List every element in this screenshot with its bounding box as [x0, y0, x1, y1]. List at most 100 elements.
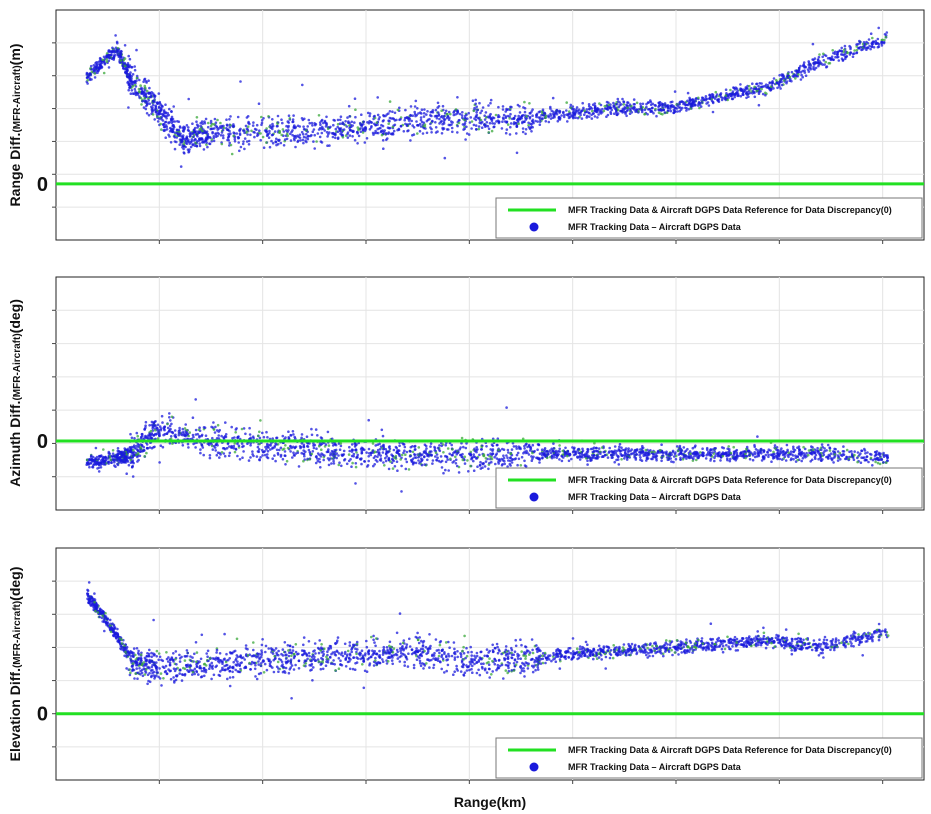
data-point	[863, 42, 866, 46]
data-point	[311, 450, 315, 453]
data-point	[823, 449, 826, 453]
data-point	[592, 453, 596, 457]
data-point	[727, 96, 730, 99]
data-point	[747, 95, 750, 98]
data-point	[711, 451, 714, 454]
data-point	[581, 449, 585, 453]
data-point	[90, 70, 94, 74]
data-point	[440, 119, 443, 123]
data-point	[232, 134, 235, 137]
data-point	[112, 458, 116, 461]
data-point	[688, 450, 692, 453]
data-point	[419, 111, 422, 114]
data-point	[322, 458, 326, 462]
data-point	[763, 84, 766, 88]
data-point	[89, 455, 93, 459]
data-point	[184, 423, 187, 426]
data-point	[691, 104, 694, 108]
data-point	[812, 61, 816, 64]
data-point	[257, 448, 261, 451]
data-point	[182, 151, 186, 154]
data-point	[189, 133, 193, 136]
data-point	[396, 108, 400, 112]
data-point	[726, 98, 729, 102]
data-point	[134, 93, 138, 97]
data-point	[456, 110, 459, 113]
data-point	[526, 445, 529, 449]
data-point	[836, 53, 839, 56]
data-point	[457, 471, 461, 474]
data-point	[388, 100, 392, 103]
data-point	[855, 45, 858, 48]
data-point	[652, 111, 655, 115]
data-point	[663, 102, 667, 105]
data-point	[211, 436, 214, 440]
data-point	[168, 416, 171, 419]
data-point	[708, 97, 712, 100]
data-point	[391, 125, 395, 129]
data-point	[425, 131, 429, 135]
data-point	[442, 471, 445, 475]
data-point	[178, 428, 181, 432]
data-point	[265, 130, 268, 133]
data-point	[467, 470, 470, 473]
data-point	[392, 129, 396, 133]
data-point	[284, 444, 287, 447]
data-point	[139, 84, 142, 87]
data-point	[673, 90, 677, 93]
data-point	[225, 118, 228, 121]
data-point	[546, 452, 550, 456]
data-point	[661, 454, 665, 457]
data-point	[111, 449, 115, 452]
data-point	[551, 96, 555, 100]
data-point	[391, 467, 395, 470]
data-point	[543, 447, 547, 450]
data-point	[310, 133, 313, 137]
data-point	[399, 125, 403, 128]
data-point	[158, 110, 161, 113]
data-point	[94, 446, 98, 450]
data-point	[346, 132, 349, 136]
data-point	[831, 457, 834, 460]
data-point	[480, 120, 484, 124]
data-point	[465, 113, 468, 117]
data-point	[704, 95, 708, 98]
data-point	[748, 88, 751, 91]
data-point	[522, 106, 525, 109]
data-point	[739, 94, 743, 98]
data-point	[95, 63, 98, 67]
data-point	[785, 81, 788, 85]
data-point	[261, 431, 264, 435]
data-point	[842, 53, 846, 57]
data-point	[406, 117, 410, 120]
data-point	[143, 77, 147, 81]
data-point	[259, 419, 262, 422]
data-point	[284, 463, 287, 466]
data-point	[797, 445, 801, 449]
data-point	[789, 450, 793, 454]
data-point	[361, 131, 365, 134]
data-point	[756, 435, 759, 438]
data-point	[635, 448, 639, 451]
data-point	[550, 109, 553, 113]
data-point	[501, 447, 504, 451]
data-point	[640, 447, 644, 450]
data-point	[316, 452, 320, 455]
data-point	[195, 120, 198, 123]
data-point	[367, 459, 371, 463]
data-point	[128, 73, 132, 77]
data-point	[288, 117, 292, 120]
data-point	[258, 129, 261, 132]
data-point	[347, 453, 351, 456]
data-point	[289, 434, 293, 437]
data-point	[536, 448, 539, 452]
data-point	[549, 112, 552, 116]
data-point	[800, 73, 803, 77]
data-point	[528, 449, 532, 452]
data-point	[375, 131, 379, 135]
data-point	[804, 74, 808, 77]
data-point	[187, 97, 190, 101]
data-point	[577, 447, 581, 451]
data-point	[523, 110, 527, 114]
data-point	[495, 443, 499, 447]
